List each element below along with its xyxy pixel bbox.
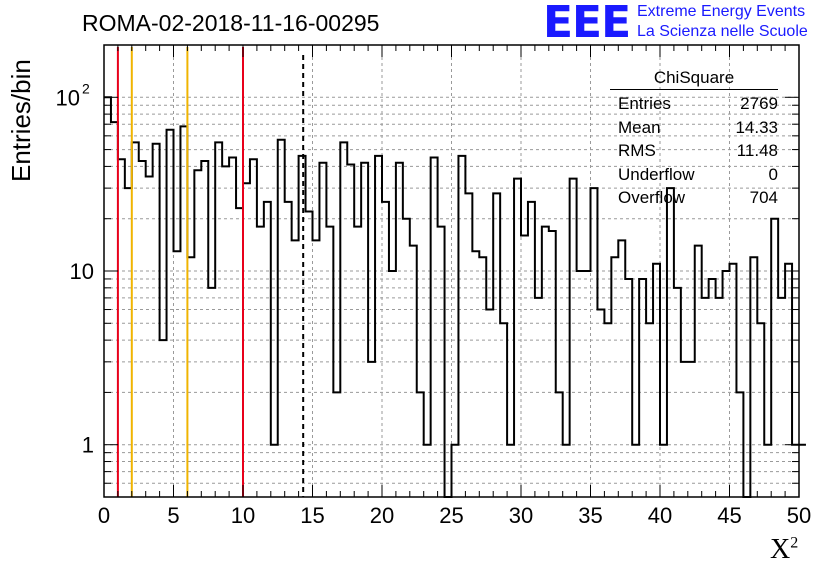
y-tick-label: 10 [70, 259, 94, 284]
x-tick-label: 50 [787, 503, 811, 528]
y-tick-label-exponent: 2 [82, 80, 90, 96]
stats-label: Mean [618, 117, 661, 137]
x-axis-label-sup: 2 [790, 534, 799, 552]
x-tick-label: 25 [439, 503, 463, 528]
logo-line-2: La Scienza nelle Scuole [637, 23, 808, 40]
stats-box: ChiSquare Entries 2769 Mean 14.33 RMS 11… [610, 66, 778, 210]
y-tick-label: 10 [56, 85, 80, 110]
y-axis-label: Entries/bin [6, 59, 36, 182]
stats-row: RMS 11.48 [610, 139, 778, 163]
x-tick-label: 0 [98, 503, 110, 528]
stats-value: 0 [768, 164, 778, 184]
stats-value: 14.33 [735, 117, 778, 137]
stats-label: Underflow [618, 164, 695, 184]
logo-line-1: Extreme Energy Events [637, 3, 806, 20]
stats-label: Entries [618, 94, 671, 113]
stats-value: 11.48 [736, 141, 778, 160]
x-tick-label: 5 [167, 503, 179, 528]
x-axis-label-base: X [770, 534, 791, 565]
x-tick-label: 10 [231, 503, 255, 528]
y-tick-label: 1 [82, 433, 94, 458]
x-tick-label: 30 [509, 503, 533, 528]
x-axis-label: X2 [770, 534, 798, 566]
stats-label: RMS [618, 141, 656, 160]
vertical-lines-layer [116, 47, 305, 497]
stats-header: ChiSquare [610, 66, 778, 90]
chart-title: ROMA-02-2018-11-16-00295 [82, 10, 380, 36]
stats-row: Mean 14.33 [610, 116, 778, 140]
x-tick-label: 15 [300, 503, 324, 528]
stats-row: Overflow 704 [610, 186, 778, 210]
eee-logo: EEE [543, 0, 631, 48]
x-tick-label: 20 [370, 503, 394, 528]
stats-value: 704 [749, 188, 778, 207]
x-tick-label: 40 [648, 503, 672, 528]
stats-row: Entries 2769 [610, 92, 778, 116]
stats-value: 2769 [740, 94, 778, 113]
stats-label: Overflow [618, 188, 686, 207]
x-tick-label: 45 [717, 503, 741, 528]
stats-row: Underflow 0 [610, 163, 778, 187]
x-tick-label: 35 [578, 503, 602, 528]
